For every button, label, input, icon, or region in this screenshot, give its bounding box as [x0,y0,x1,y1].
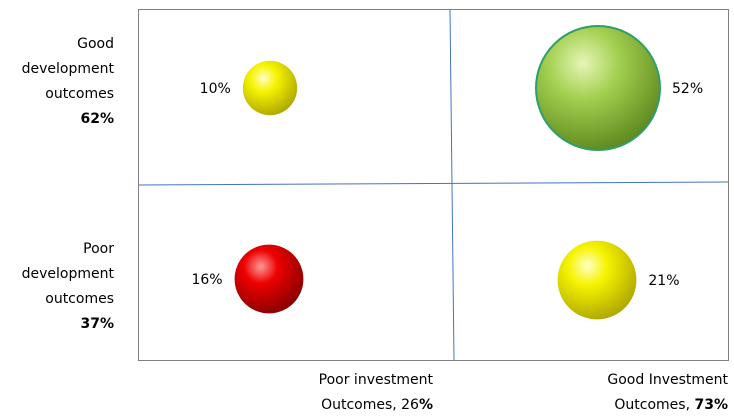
col-label-poor-line-1: Poor investment [318,372,433,388]
bubble-10pct [242,60,298,116]
col-label-poor: Poor investment Outcomes, 26% [319,368,433,418]
row-label-poor-line-3: outcomes [45,291,114,307]
horizontal-divider [138,181,729,186]
col-label-good-line-2: Outcomes, [614,397,695,413]
vertical-divider [449,9,455,361]
row-label-good-pct: 62% [80,111,114,127]
row-label-poor-pct: 37% [80,316,114,332]
col-label-good-line-1: Good Investment [607,372,728,388]
plot-frame [138,9,729,361]
bubbles-layer: 10% 52% 16% 21% [191,25,703,320]
bubble-21pct [557,240,637,320]
bubble-52pct [535,25,661,151]
col-label-poor-line-2: Outcomes, 26 [321,397,419,413]
row-label-poor-line-1: Poor [83,241,114,257]
bubble-label-16pct: 16% [191,272,222,288]
row-label-poor: Poor development outcomes 37% [22,237,114,337]
row-label-good-line-3: outcomes [45,86,114,102]
col-label-good-pct: 73% [694,397,728,413]
col-label-good: Good Investment Outcomes, 73% [607,368,728,418]
col-label-poor-pct-symbol: % [418,397,433,413]
bubble-16pct [234,244,304,314]
row-label-good: Good development outcomes 62% [22,32,114,132]
row-label-poor-line-2: development [21,266,114,282]
bubble-label-21pct: 21% [648,273,679,289]
row-label-good-line-1: Good [77,36,114,52]
bubble-label-10pct: 10% [200,81,231,97]
row-label-good-line-2: development [21,61,114,77]
bubble-label-52pct: 52% [672,81,703,97]
